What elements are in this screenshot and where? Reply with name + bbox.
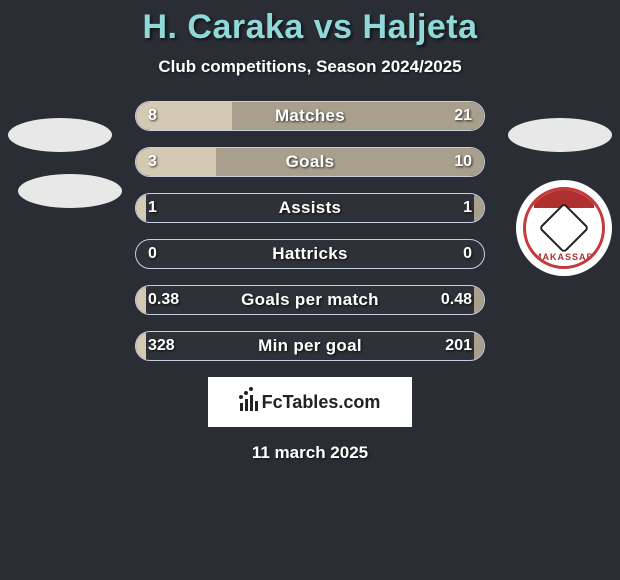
badge-center-icon [539,203,590,254]
stat-label: Assists [279,198,342,218]
stat-value-left: 3 [148,153,157,171]
source-logo-text: FcTables.com [262,392,381,413]
stat-label: Goals [286,152,335,172]
club-badge-inner: MAKASSAR [523,187,605,269]
stat-value-left: 328 [148,337,175,355]
stat-row: 328 201 Min per goal [135,331,485,361]
source-logo: FcTables.com [208,377,412,427]
stats-container: 8 21 Matches 3 10 Goals 1 1 Assists 0 0 Hattricks 0.… [135,101,485,361]
stat-row: 0 0 Hattricks [135,239,485,269]
stat-row: 0.38 0.48 Goals per match [135,285,485,315]
stat-label: Goals per match [241,290,379,310]
page-title: H. Caraka vs Haljeta [0,8,620,47]
stat-bar-right [474,194,484,222]
stat-value-left: 1 [148,199,157,217]
subtitle: Club competitions, Season 2024/2025 [0,57,620,77]
stat-value-right: 201 [445,337,472,355]
stat-value-right: 21 [454,107,472,125]
date-label: 11 march 2025 [0,443,620,463]
stat-row: 1 1 Assists [135,193,485,223]
stat-value-left: 8 [148,107,157,125]
stat-bar-right [232,102,484,130]
stat-value-left: 0 [148,245,157,263]
badge-bottom-text: MAKASSAR [526,252,602,262]
stat-bar-left [136,332,146,360]
stat-label: Matches [275,106,345,126]
stat-value-right: 10 [454,153,472,171]
placeholder-ellipse [8,118,112,152]
stat-bar-left [136,286,146,314]
stat-value-right: 1 [463,199,472,217]
stat-bar-left [136,194,146,222]
stat-bar-right [474,286,484,314]
placeholder-ellipse [18,174,122,208]
stat-bar-right [216,148,484,176]
stat-bar-right [474,332,484,360]
stat-row: 3 10 Goals [135,147,485,177]
stat-value-right: 0.48 [441,291,472,309]
fctables-icon [240,393,260,411]
stat-value-right: 0 [463,245,472,263]
stat-label: Hattricks [272,244,347,264]
stat-value-left: 0.38 [148,291,179,309]
stat-label: Min per goal [258,336,362,356]
stat-row: 8 21 Matches [135,101,485,131]
club-badge: MAKASSAR [516,180,612,276]
placeholder-ellipse [508,118,612,152]
